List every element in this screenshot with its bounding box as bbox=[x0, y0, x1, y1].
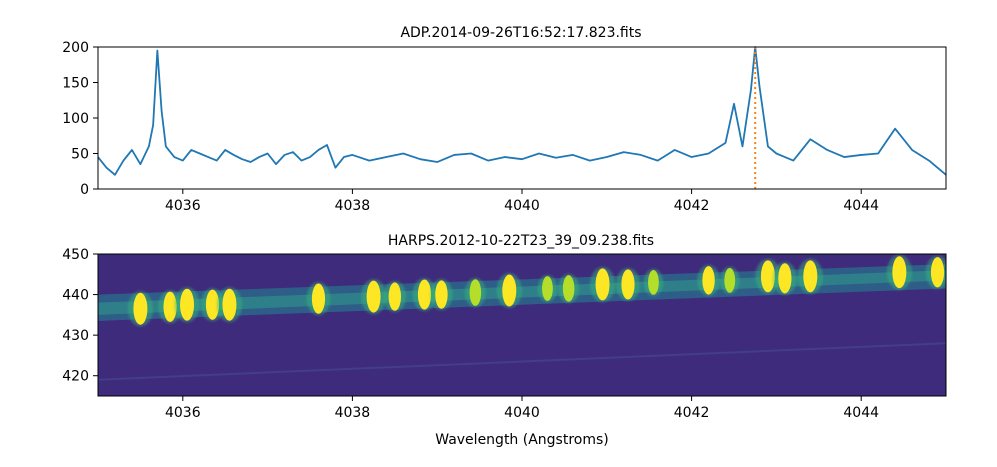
image-title: HARPS.2012-10-22T23_39_09.238.fits bbox=[388, 233, 654, 249]
image-x-tick-label: 4038 bbox=[335, 405, 371, 421]
emission-spot bbox=[930, 257, 945, 288]
image-panel: HARPS.2012-10-22T23_39_09.238.fits 4036 4… bbox=[62, 233, 947, 448]
emission-spot bbox=[366, 280, 381, 313]
spectrum-x-tick-label: 4036 bbox=[165, 198, 201, 214]
emission-spot bbox=[778, 263, 792, 294]
image-y-tick-label: 440 bbox=[62, 288, 89, 304]
spectrum-y-tick-label: 100 bbox=[62, 111, 89, 127]
emission-spot bbox=[180, 288, 195, 321]
spectrum-y-ticks: 0 50 100 150 200 bbox=[62, 40, 98, 198]
emission-spot bbox=[648, 270, 659, 295]
spectrum-series-group bbox=[97, 46, 947, 189]
spectrum-x-tick-label: 4042 bbox=[674, 198, 710, 214]
spectrum-x-tick-label: 4044 bbox=[843, 198, 879, 214]
emission-spots-group bbox=[127, 254, 946, 327]
emission-spot bbox=[222, 288, 237, 321]
spectrum-panel: ADP.2014-09-26T16:52:17.823.fits 4036 403… bbox=[62, 25, 947, 214]
spectrum-y-tick-label: 150 bbox=[62, 76, 89, 92]
spectrum-x-tick-label: 4038 bbox=[335, 198, 371, 214]
emission-spot bbox=[133, 292, 148, 325]
image-y-tick-label: 430 bbox=[62, 328, 89, 344]
spectrum-y-tick-label: 0 bbox=[80, 182, 89, 198]
spectrum-x-ticks: 4036 4038 4040 4042 4044 bbox=[165, 189, 879, 214]
emission-spot bbox=[595, 268, 610, 301]
spectrum-title: ADP.2014-09-26T16:52:17.823.fits bbox=[400, 25, 641, 41]
faint-streak bbox=[98, 342, 946, 381]
emission-spot bbox=[892, 256, 907, 289]
series-flux bbox=[97, 46, 947, 176]
emission-spot bbox=[388, 282, 401, 311]
image-x-tick-label: 4040 bbox=[504, 405, 540, 421]
image-y-ticks: 420 430 440 450 bbox=[62, 247, 98, 385]
x-axis-label: Wavelength (Angstroms) bbox=[435, 432, 609, 448]
emission-spot bbox=[542, 276, 553, 301]
spectrum-plot-area bbox=[98, 47, 946, 189]
image-x-tick-label: 4042 bbox=[674, 405, 710, 421]
spectrum-y-tick-label: 50 bbox=[71, 147, 89, 163]
emission-spot bbox=[435, 280, 448, 309]
emission-spot bbox=[621, 269, 635, 300]
emission-spot bbox=[502, 274, 517, 307]
image-x-ticks: 4036 4038 4040 4042 4044 bbox=[165, 396, 879, 421]
image-y-tick-label: 420 bbox=[62, 369, 89, 385]
emission-spot bbox=[469, 279, 482, 306]
spectrum-x-tick-label: 4040 bbox=[504, 198, 540, 214]
emission-spot bbox=[702, 266, 715, 295]
emission-spot bbox=[803, 260, 818, 293]
emission-spot bbox=[163, 291, 177, 322]
emission-spot bbox=[205, 289, 220, 320]
emission-spot bbox=[417, 279, 432, 310]
emission-spot bbox=[724, 267, 736, 293]
image-x-tick-label: 4036 bbox=[165, 405, 201, 421]
emission-spot bbox=[311, 283, 326, 314]
image-x-tick-label: 4044 bbox=[843, 405, 879, 421]
emission-spot bbox=[562, 275, 575, 302]
spectrum-y-tick-label: 200 bbox=[62, 40, 89, 56]
emission-spot bbox=[760, 260, 775, 293]
image-y-tick-label: 450 bbox=[62, 247, 89, 263]
